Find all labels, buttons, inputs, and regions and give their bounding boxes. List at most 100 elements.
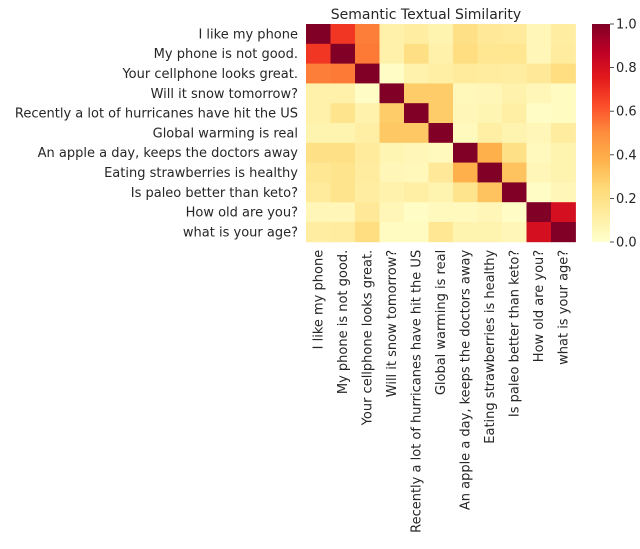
column-tick-label: How old are you?: [532, 250, 547, 362]
heatmap-cell: [306, 202, 331, 223]
heatmap-cell: [355, 43, 380, 64]
heatmap-cells: [306, 24, 576, 243]
heatmap-cell: [306, 24, 331, 45]
heatmap-cell: [428, 162, 454, 183]
heatmap-cell: [477, 182, 503, 203]
heatmap-cell: [404, 142, 429, 163]
row-tick-label: Global warming is real: [153, 126, 298, 141]
colorbar-tick-label: 0.8: [616, 61, 637, 76]
heatmap-cell: [502, 43, 527, 64]
heatmap-cell: [355, 182, 380, 203]
heatmap-cell: [330, 202, 356, 223]
heatmap-cell: [502, 83, 527, 104]
heatmap-cell: [477, 222, 503, 243]
colorbar-ticks: 0.0 0.2 0.4 0.6 0.8 1.0: [610, 18, 637, 251]
heatmap-cell: [355, 202, 380, 223]
row-tick-label: what is your age?: [183, 225, 298, 240]
heatmap-cell: [379, 24, 405, 45]
heatmap-cell: [551, 43, 576, 64]
heatmap-cell: [428, 182, 454, 203]
heatmap-cell: [379, 43, 405, 64]
heatmap-cell: [477, 103, 503, 124]
heatmap-cell: [453, 142, 478, 163]
heatmap-cell: [453, 162, 478, 183]
heatmap-cell: [502, 202, 527, 223]
heatmap-cell: [453, 63, 478, 84]
heatmap-cell: [526, 142, 552, 163]
row-tick-label: I like my phone: [198, 27, 298, 42]
heatmap-cell: [526, 24, 552, 45]
heatmap-cell: [330, 83, 356, 104]
heatmap-cell: [526, 162, 552, 183]
heatmap-cell: [330, 123, 356, 144]
column-tick-label: what is your age?: [557, 250, 572, 365]
heatmap-cell: [428, 142, 454, 163]
heatmap-cell: [330, 182, 356, 203]
colorbar-tick-label: 0.2: [616, 192, 637, 207]
row-tick-label: Will it snow tomorrow?: [151, 87, 298, 102]
heatmap-cell: [477, 63, 503, 84]
heatmap-cell: [477, 83, 503, 104]
row-tick-labels: I like my phone My phone is not good. Your…: [15, 27, 298, 240]
heatmap-cell: [502, 24, 527, 45]
heatmap-cell: [306, 83, 331, 104]
heatmap-cell: [404, 222, 429, 243]
colorbar-tick-label: 0.4: [616, 148, 637, 163]
heatmap-cell: [379, 202, 405, 223]
heatmap-cell: [453, 103, 478, 124]
heatmap-cell: [379, 142, 405, 163]
column-tick-label: Your cellphone looks great.: [361, 250, 376, 427]
heatmap-cell: [355, 63, 380, 84]
heatmap-cell: [551, 202, 576, 223]
heatmap-cell: [526, 83, 552, 104]
heatmap-cell: [306, 222, 331, 243]
heatmap-cell: [526, 123, 552, 144]
heatmap-cell: [502, 222, 527, 243]
heatmap-cell: [379, 83, 405, 104]
heatmap-cell: [526, 43, 552, 64]
heatmap-cell: [330, 103, 356, 124]
heatmap-cell: [551, 63, 576, 84]
heatmap-cell: [306, 142, 331, 163]
heatmap-cell: [379, 182, 405, 203]
heatmap-cell: [355, 142, 380, 163]
heatmap-cell: [526, 222, 552, 243]
heatmap-cell: [428, 103, 454, 124]
heatmap-cell: [502, 63, 527, 84]
heatmap-cell: [379, 222, 405, 243]
heatmap-cell: [306, 43, 331, 64]
heatmap-cell: [404, 43, 429, 64]
heatmap-cell: [477, 142, 503, 163]
heatmap-cell: [551, 142, 576, 163]
heatmap-cell: [453, 83, 478, 104]
row-tick-label: My phone is not good.: [154, 47, 298, 62]
column-tick-label: Eating strawberries is healthy: [483, 250, 498, 444]
column-tick-label: I like my phone: [312, 250, 327, 350]
heatmap-cell: [502, 142, 527, 163]
heatmap-cell: [453, 182, 478, 203]
column-tick-label: My phone is not good.: [336, 250, 351, 394]
heatmap-cell: [404, 123, 429, 144]
heatmap-cell: [306, 162, 331, 183]
chart-title: Semantic Textual Similarity: [331, 7, 521, 23]
heatmap-cell: [551, 162, 576, 183]
heatmap-cell: [502, 103, 527, 124]
heatmap-cell: [355, 123, 380, 144]
heatmap-cell: [428, 202, 454, 223]
heatmap-cell: [404, 63, 429, 84]
heatmap-cell: [428, 222, 454, 243]
heatmap-cell: [477, 43, 503, 64]
heatmap-cell: [526, 63, 552, 84]
heatmap-cell: [355, 222, 380, 243]
column-tick-labels: I like my phone My phone is not good. Your…: [312, 250, 572, 533]
heatmap-cell: [526, 103, 552, 124]
heatmap-cell: [551, 182, 576, 203]
heatmap-cell: [502, 182, 527, 203]
heatmap-cell: [502, 123, 527, 144]
heatmap-cell: [453, 24, 478, 45]
heatmap-cell: [551, 83, 576, 104]
row-tick-label: Your cellphone looks great.: [121, 67, 298, 82]
heatmap-cell: [355, 24, 380, 45]
heatmap-cell: [355, 162, 380, 183]
column-tick-label: Recently a lot of hurricanes have hit th…: [410, 250, 425, 533]
